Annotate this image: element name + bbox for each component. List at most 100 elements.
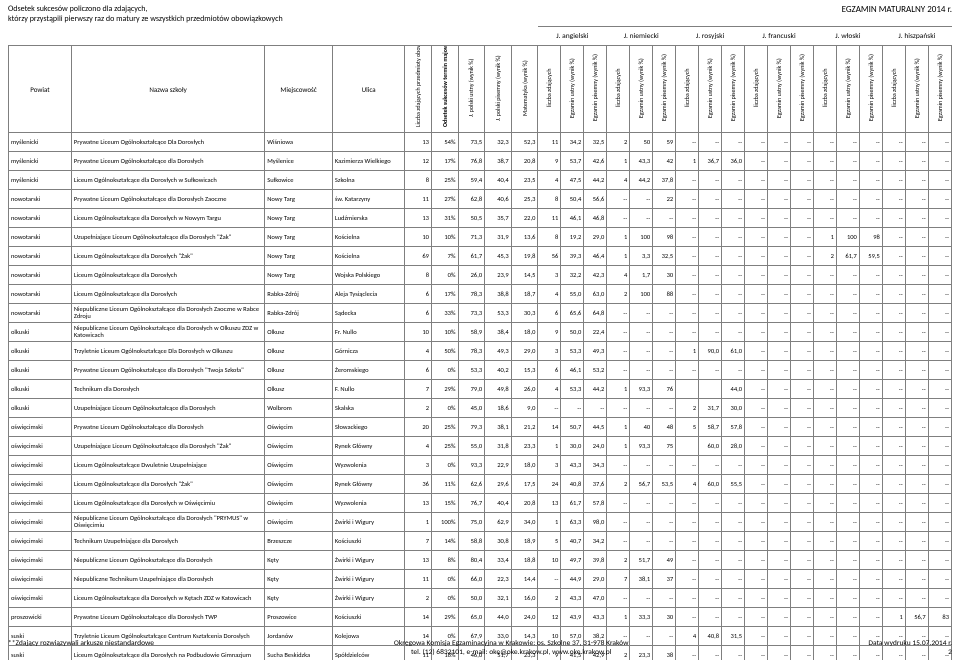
- col-mat: Matematyka (wynik %): [511, 46, 538, 133]
- cell: 33,3: [630, 608, 653, 627]
- cell: --: [836, 304, 859, 323]
- cell: Fr. Nullo: [332, 323, 405, 342]
- cell: 13: [405, 133, 432, 152]
- col-ros-eu: Egzamin ustny (wynik %): [699, 46, 722, 133]
- cell: --: [768, 513, 791, 532]
- cell: nowotarski: [9, 266, 72, 285]
- cell: 73,5: [458, 133, 485, 152]
- cell: 60,0: [699, 475, 722, 494]
- col-nie-lz: liczba zdających: [607, 46, 630, 133]
- cell: 46,1: [561, 209, 584, 228]
- cell: olkuski: [9, 399, 72, 418]
- cell: [676, 437, 699, 456]
- cell: --: [722, 209, 745, 228]
- cell: 62,8: [458, 190, 485, 209]
- cell: 54%: [431, 133, 458, 152]
- table-row: oświęcimskiPrywatne Liceum Ogólnokształc…: [9, 418, 952, 437]
- cell: Niepubliczne Liceum Ogólnokształcące dla…: [71, 323, 264, 342]
- cell: --: [768, 171, 791, 190]
- cell: 11: [538, 133, 561, 152]
- cell: --: [859, 380, 882, 399]
- cell: --: [813, 190, 836, 209]
- cell: [699, 380, 722, 399]
- cell: --: [699, 494, 722, 513]
- cell: 13: [405, 551, 432, 570]
- cell: --: [813, 551, 836, 570]
- col-ulica: Ulica: [332, 46, 405, 133]
- cell: --: [905, 475, 928, 494]
- cell: --: [790, 475, 813, 494]
- cell: Myślenice: [265, 152, 333, 171]
- cell: Prywatne Liceum Ogólnokształcące dla Dor…: [71, 418, 264, 437]
- cell: Nowy Targ: [265, 209, 333, 228]
- cell: 27%: [431, 190, 458, 209]
- col-powiat: Powiat: [9, 46, 72, 133]
- cell: --: [722, 570, 745, 589]
- cell: 19,8: [511, 247, 538, 266]
- cell: 63,0: [584, 285, 607, 304]
- cell: --: [699, 608, 722, 627]
- cell: --: [836, 190, 859, 209]
- table-row: nowotarskiUzupełniające Liceum Ogólnoksz…: [9, 228, 952, 247]
- cell: 4: [538, 171, 561, 190]
- table-row: oświęcimskiNiepubliczne Liceum Ogólnoksz…: [9, 551, 952, 570]
- cell: Żwirki i Wigury: [332, 513, 405, 532]
- cell: --: [905, 266, 928, 285]
- col-nie-eu: Egzamin ustny (wynik %): [630, 46, 653, 133]
- cell: --: [745, 456, 768, 475]
- cell: Szkolna: [332, 171, 405, 190]
- cell: --: [607, 589, 630, 608]
- cell: 33,4: [485, 551, 512, 570]
- cell: 40,4: [485, 171, 512, 190]
- cell: 6: [538, 304, 561, 323]
- cell: --: [928, 247, 951, 266]
- cell: --: [699, 133, 722, 152]
- cell: --: [607, 399, 630, 418]
- cell: nowotarski: [9, 285, 72, 304]
- cell: --: [882, 266, 905, 285]
- cell: 6: [405, 361, 432, 380]
- cell: oświęcimski: [9, 494, 72, 513]
- cell: Niepubliczne Liceum Ogólnokształcące dla…: [71, 513, 264, 532]
- cell: 34,3: [584, 456, 607, 475]
- cell: 60,0: [699, 437, 722, 456]
- cell: 10: [538, 551, 561, 570]
- cell: Oświęcim: [265, 513, 333, 532]
- cell: oświęcimski: [9, 551, 72, 570]
- footer-center2: tel. (12) 6832101, e-mail: oke@oke.krako…: [411, 648, 611, 657]
- cell: olkuski: [9, 342, 72, 361]
- cell: --: [768, 399, 791, 418]
- cell: --: [905, 209, 928, 228]
- cell: 29%: [431, 380, 458, 399]
- cell: 7: [405, 532, 432, 551]
- cell: 12: [405, 152, 432, 171]
- cell: --: [859, 532, 882, 551]
- cell: --: [630, 361, 653, 380]
- cell: --: [928, 494, 951, 513]
- col-fra-eu: Egzamin ustny (wynik %): [768, 46, 791, 133]
- cell: --: [538, 399, 561, 418]
- cell: 13,6: [511, 228, 538, 247]
- table-row: nowotarskiPrywatne Liceum Ogólnokształcą…: [9, 190, 952, 209]
- cell: 18,7: [511, 285, 538, 304]
- cell: --: [722, 323, 745, 342]
- col-his-lz: liczba zdających: [882, 46, 905, 133]
- table-row: nowotarskiNiepubliczne Liceum Ogólnokszt…: [9, 304, 952, 323]
- cell: 2: [607, 285, 630, 304]
- cell: Żwirki i Wigury: [332, 589, 405, 608]
- cell: 56,6: [584, 190, 607, 209]
- cell: 10%: [431, 228, 458, 247]
- cell: F. Nullo: [332, 380, 405, 399]
- cell: 79,0: [458, 380, 485, 399]
- cell: --: [790, 228, 813, 247]
- cell: 13: [538, 494, 561, 513]
- col-sukces: Odsetek sukcesów termin majowy: [431, 46, 458, 133]
- cell: 66,0: [458, 570, 485, 589]
- cell: --: [882, 247, 905, 266]
- cell: --: [676, 171, 699, 190]
- cell: 57,8: [722, 418, 745, 437]
- cell: 3: [538, 342, 561, 361]
- cell: --: [859, 494, 882, 513]
- cell: --: [790, 399, 813, 418]
- cell: --: [630, 304, 653, 323]
